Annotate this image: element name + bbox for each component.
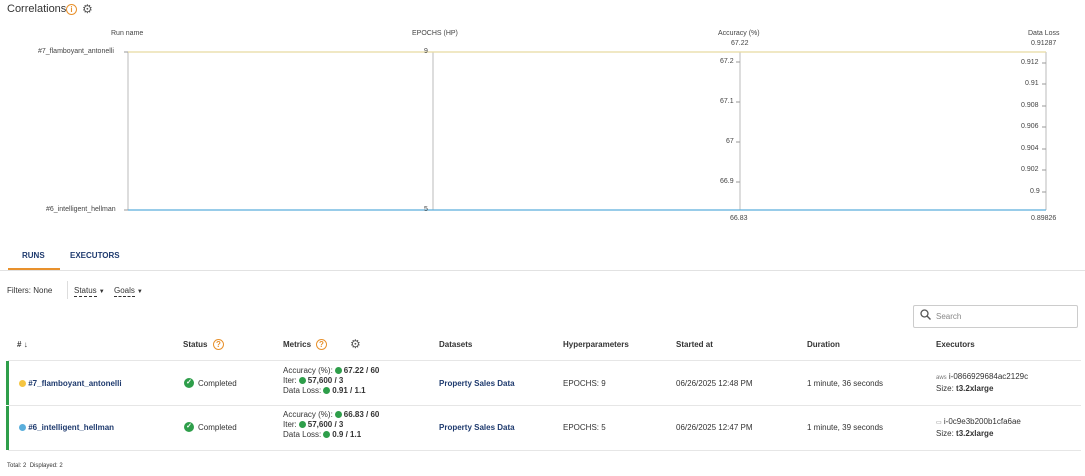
server-icon: ▭ <box>936 420 942 426</box>
dataset-link[interactable]: Property Sales Data <box>439 379 515 388</box>
axis-tick-run7: #7_flamboyant_antonelli <box>38 48 114 55</box>
info-icon[interactable]: i <box>66 4 77 15</box>
filters-bar: Filters: None <box>7 286 52 295</box>
started-at-text: 06/26/2025 12:48 PM <box>676 379 753 388</box>
hyperparameters-text: EPOCHS: 9 <box>563 379 606 388</box>
axis-title-run-name: Run name <box>111 30 144 37</box>
axis-tick-data-loss: 0.9 <box>1030 188 1040 195</box>
tab-runs[interactable]: RUNS <box>22 251 45 260</box>
axis-title-data-loss: Data Loss <box>1028 30 1060 37</box>
metrics-cell: Accuracy (%): 66.83 / 60 Iter: 57,600 / 3 … <box>283 410 380 439</box>
axis-tick-data-loss: 0.91 <box>1025 80 1039 87</box>
sort-down-arrow-icon[interactable]: ↓ <box>23 340 28 349</box>
table-row-run-name[interactable]: #7_flamboyant_antonelli <box>19 379 122 388</box>
column-header-metrics: Metrics <box>283 340 312 349</box>
executor-cell: aws i-0866929684ac2129c <box>936 372 1028 381</box>
column-header-executors: Executors <box>936 340 975 349</box>
status-filter-dropdown[interactable]: Status ▼ <box>74 286 105 297</box>
aws-icon: aws <box>936 375 947 381</box>
table-row-run-name[interactable]: #6_intelligent_hellman <box>19 423 114 432</box>
run-color-dot <box>19 380 26 387</box>
status-text: Completed <box>198 379 237 388</box>
column-header-started-at: Started at <box>676 340 713 349</box>
column-header-duration: Duration <box>807 340 840 349</box>
row-status-accent <box>6 406 9 450</box>
row-divider <box>8 360 1081 361</box>
info-icon[interactable]: ? <box>316 339 327 350</box>
status-text: Completed <box>198 423 237 432</box>
correlation-plot <box>124 51 1047 211</box>
axis-min-data-loss: 0.89826 <box>1031 215 1057 222</box>
duration-text: 1 minute, 36 seconds <box>807 379 884 388</box>
total-count: 2 <box>23 463 27 469</box>
axis-tick-epochs-5: 5 <box>424 206 428 213</box>
goals-filter-dropdown[interactable]: Goals ▼ <box>114 286 143 297</box>
displayed-count: 2 <box>59 463 63 469</box>
axis-tick-accuracy: 67.2 <box>720 58 734 65</box>
axis-title-epochs: EPOCHS (HP) <box>412 30 458 37</box>
axis-max-data-loss: 0.91287 <box>1031 40 1057 47</box>
search-input[interactable] <box>936 308 1072 324</box>
axis-tick-accuracy: 66.9 <box>720 178 734 185</box>
caret-down-icon: ▼ <box>136 289 143 295</box>
axis-tick-accuracy: 67.1 <box>720 98 734 105</box>
executor-cell: ▭ i-0c9e3b200b1cfa6ae <box>936 417 1021 426</box>
metrics-cell: Accuracy (%): 67.22 / 60 Iter: 57,600 / 3 … <box>283 366 380 395</box>
axis-title-accuracy: Accuracy (%) <box>718 30 760 37</box>
column-header-number[interactable]: # ↓ <box>17 340 28 349</box>
duration-text: 1 minute, 39 seconds <box>807 423 884 432</box>
filter-divider <box>67 281 68 299</box>
info-icon[interactable]: ? <box>213 339 224 350</box>
page-title: Correlations <box>7 3 67 15</box>
axis-tick-data-loss: 0.902 <box>1021 166 1039 173</box>
tab-executors[interactable]: EXECUTORS <box>70 251 120 260</box>
filters-label: Filters: <box>7 286 31 295</box>
row-divider <box>8 450 1081 451</box>
column-header-datasets: Datasets <box>439 340 473 349</box>
goals-filter-label: Goals <box>114 286 135 297</box>
axis-tick-epochs-9: 9 <box>424 48 428 55</box>
filters-value: None <box>33 286 53 295</box>
dataset-link[interactable]: Property Sales Data <box>439 423 515 432</box>
row-status-accent <box>6 361 9 405</box>
executor-id: i-0c9e3b200b1cfa6ae <box>943 417 1021 426</box>
axis-tick-accuracy: 67 <box>726 138 734 145</box>
run-color-dot <box>19 424 26 431</box>
tab-divider <box>0 270 1085 271</box>
started-at-text: 06/26/2025 12:47 PM <box>676 423 753 432</box>
column-header-status: Status <box>183 340 208 349</box>
gear-icon[interactable]: ⚙ <box>82 2 93 16</box>
executor-size: Size: t3.2xlarge <box>936 429 994 438</box>
hyperparameters-text: EPOCHS: 5 <box>563 423 606 432</box>
completed-check-icon: ✓ <box>184 422 194 432</box>
completed-check-icon: ✓ <box>184 378 194 388</box>
axis-min-accuracy: 66.83 <box>730 215 748 222</box>
metrics-settings-gear-icon[interactable]: ⚙ <box>350 337 361 351</box>
active-tab-indicator <box>8 268 60 270</box>
caret-down-icon: ▼ <box>98 289 105 295</box>
axis-tick-data-loss: 0.904 <box>1021 145 1039 152</box>
axis-max-accuracy: 67.22 <box>731 40 749 47</box>
row-divider <box>8 405 1081 406</box>
search-icon <box>920 309 931 323</box>
status-filter-label: Status <box>74 286 97 297</box>
executor-id: i-0866929684ac2129c <box>948 372 1029 381</box>
axis-tick-run6: #6_intelligent_hellman <box>46 206 116 213</box>
axis-tick-data-loss: 0.906 <box>1021 123 1039 130</box>
axis-tick-data-loss: 0.912 <box>1021 59 1039 66</box>
executor-size: Size: t3.2xlarge <box>936 384 994 393</box>
axis-tick-data-loss: 0.908 <box>1021 102 1039 109</box>
table-footer: Total: 2 Displayed: 2 <box>7 463 63 469</box>
column-header-hyperparameters: Hyperparameters <box>563 340 629 349</box>
